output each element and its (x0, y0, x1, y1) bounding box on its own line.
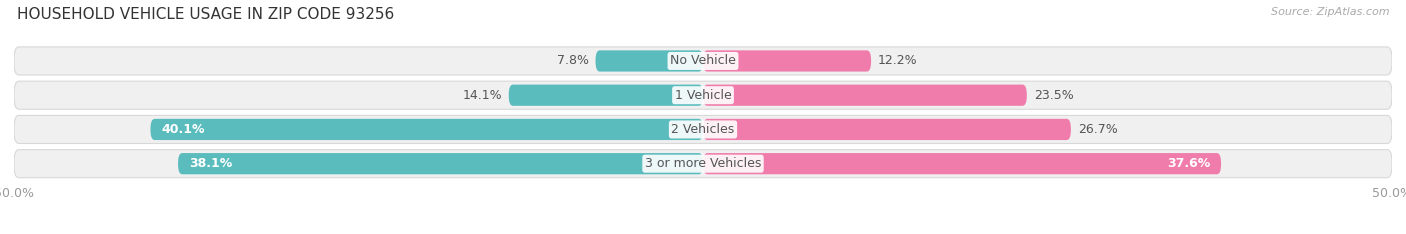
FancyBboxPatch shape (14, 47, 1392, 75)
FancyBboxPatch shape (14, 81, 1392, 109)
FancyBboxPatch shape (14, 150, 1392, 178)
Text: 2 Vehicles: 2 Vehicles (672, 123, 734, 136)
FancyBboxPatch shape (509, 84, 703, 106)
Text: 37.6%: 37.6% (1167, 157, 1211, 170)
Text: 38.1%: 38.1% (188, 157, 232, 170)
Text: 1 Vehicle: 1 Vehicle (675, 89, 731, 102)
FancyBboxPatch shape (703, 50, 872, 72)
FancyBboxPatch shape (596, 50, 703, 72)
FancyBboxPatch shape (150, 119, 703, 140)
FancyBboxPatch shape (703, 84, 1026, 106)
Text: HOUSEHOLD VEHICLE USAGE IN ZIP CODE 93256: HOUSEHOLD VEHICLE USAGE IN ZIP CODE 9325… (17, 7, 394, 22)
Text: 3 or more Vehicles: 3 or more Vehicles (645, 157, 761, 170)
Text: 26.7%: 26.7% (1078, 123, 1118, 136)
Text: 23.5%: 23.5% (1033, 89, 1073, 102)
Text: 12.2%: 12.2% (877, 55, 918, 67)
Text: 40.1%: 40.1% (162, 123, 205, 136)
Text: Source: ZipAtlas.com: Source: ZipAtlas.com (1271, 7, 1389, 17)
Text: 7.8%: 7.8% (557, 55, 589, 67)
Text: No Vehicle: No Vehicle (671, 55, 735, 67)
FancyBboxPatch shape (703, 153, 1220, 174)
FancyBboxPatch shape (703, 119, 1071, 140)
FancyBboxPatch shape (14, 115, 1392, 143)
Text: 14.1%: 14.1% (463, 89, 502, 102)
FancyBboxPatch shape (179, 153, 703, 174)
